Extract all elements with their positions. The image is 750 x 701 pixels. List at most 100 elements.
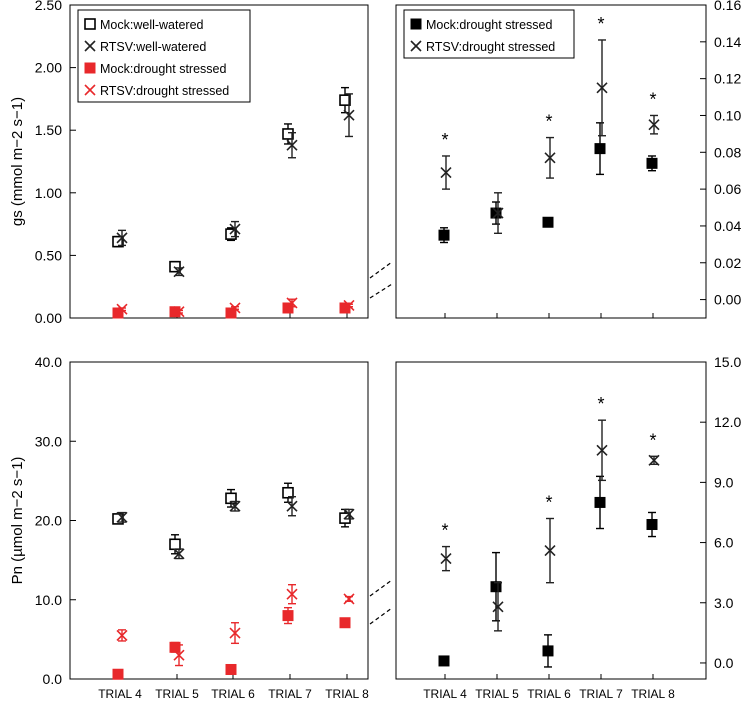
legend-label: Mock:drought stressed bbox=[426, 18, 552, 32]
marker-cross-stroke bbox=[286, 500, 298, 512]
marker-cross bbox=[343, 593, 355, 605]
marker-filled-square bbox=[438, 655, 450, 667]
legend-label: RTSV:drought stressed bbox=[426, 40, 555, 54]
marker-cross-stroke bbox=[544, 152, 556, 164]
marker-cross-stroke bbox=[343, 593, 355, 605]
legend-box bbox=[77, 9, 251, 103]
plot-frame bbox=[69, 4, 369, 319]
marker-cross-stroke bbox=[84, 40, 96, 52]
marker-cross bbox=[229, 627, 241, 639]
marker-cross bbox=[343, 508, 355, 520]
marker-filled-square bbox=[282, 610, 294, 622]
marker-cross bbox=[440, 166, 452, 179]
x-tick-label: TRIAL 7 bbox=[579, 687, 623, 701]
y-tick-label: 0.10 bbox=[714, 107, 741, 123]
marker-cross-stroke bbox=[173, 548, 185, 560]
y-tick-label: 20.0 bbox=[35, 513, 62, 529]
y-tick-label: 40.0 bbox=[35, 354, 62, 370]
significance-star: * bbox=[545, 112, 552, 132]
marker-cross-stroke bbox=[229, 627, 241, 639]
x-tick-label: TRIAL 8 bbox=[631, 687, 675, 701]
marker-cross-stroke bbox=[410, 40, 422, 52]
marker-open-square bbox=[339, 94, 351, 106]
marker-filled-square bbox=[339, 302, 351, 314]
series-mock-drought-stressed bbox=[438, 122, 658, 244]
marker-cross bbox=[596, 444, 608, 456]
y-tick-label: 2.00 bbox=[35, 60, 62, 76]
plot-frame bbox=[395, 4, 707, 319]
legend: Mock:well-watered RTSV:well-watered Mock:d… bbox=[77, 9, 251, 103]
series-mock-drought-stressed bbox=[438, 475, 658, 668]
y-tick-label: 12.0 bbox=[714, 414, 741, 430]
marker-filled-square bbox=[438, 229, 450, 241]
marker-cross bbox=[173, 306, 185, 318]
marker-cross-stroke bbox=[596, 444, 608, 456]
marker-cross bbox=[116, 303, 128, 315]
marker-cross bbox=[173, 266, 185, 278]
series-rtsv-drought-stressed bbox=[116, 583, 355, 667]
y-tick-label: 1.00 bbox=[35, 185, 62, 201]
x-tick-label: TRIAL 5 bbox=[475, 687, 519, 701]
legend-label: Mock:well-watered bbox=[100, 18, 204, 32]
y-tick-label: 2.50 bbox=[35, 0, 62, 13]
panel-gs-drought: 0.00 0.02 0.04 0.06 0.08 0.10 0.12 0.14 0.16 * * * *… bbox=[395, 0, 741, 319]
x-tick-label: TRIAL 8 bbox=[325, 687, 369, 701]
series-rtsv-well-watered bbox=[116, 496, 355, 560]
marker-cross bbox=[343, 299, 355, 312]
y-tick-label: 3.0 bbox=[714, 595, 734, 611]
y-tick-label: 0.06 bbox=[714, 181, 741, 197]
y-tick-label: 0.16 bbox=[714, 0, 741, 13]
marker-cross-stroke bbox=[596, 82, 608, 94]
marker-cross-stroke bbox=[648, 454, 660, 466]
marker-cross-stroke bbox=[116, 232, 128, 244]
marker-cross bbox=[596, 82, 608, 94]
y-tick-label: 0.00 bbox=[714, 292, 741, 308]
y-tick-label: 0.12 bbox=[714, 71, 741, 87]
marker-cross-stroke bbox=[84, 84, 96, 96]
y-tick-label: 0.04 bbox=[714, 218, 741, 234]
marker-cross bbox=[286, 500, 298, 512]
panel-pn-all: 0.0 10.0 20.0 30.0 40.0 TRIAL 4 TRIAL 5 TRIAL 6… bbox=[9, 354, 369, 701]
marker-cross bbox=[229, 302, 241, 314]
series-rtsv-drought-stressed bbox=[116, 297, 355, 318]
x-tick-label: TRIAL 6 bbox=[211, 687, 255, 701]
series-rtsv-well-watered bbox=[116, 93, 355, 278]
marker-cross-stroke bbox=[544, 545, 556, 557]
marker-cross bbox=[440, 553, 452, 565]
marker-cross bbox=[286, 297, 298, 309]
marker-filled-square bbox=[410, 18, 422, 30]
marker-cross bbox=[84, 40, 96, 52]
marker-cross-stroke bbox=[286, 139, 298, 151]
marker-cross-stroke bbox=[492, 601, 504, 613]
y-tick-label: 30.0 bbox=[35, 433, 62, 449]
marker-cross bbox=[84, 84, 96, 96]
marker-cross bbox=[648, 454, 660, 466]
y-axis-label: gs (mmol m−2 s−1) bbox=[9, 97, 26, 226]
x-tick-label: TRIAL 5 bbox=[155, 687, 199, 701]
axis-break-connector bbox=[369, 283, 393, 299]
marker-cross bbox=[286, 588, 298, 600]
y-tick-label: 0.00 bbox=[35, 310, 62, 326]
y-tick-label: 0.08 bbox=[714, 144, 741, 160]
marker-cross-stroke bbox=[116, 511, 128, 523]
marker-cross-stroke bbox=[229, 302, 241, 314]
marker-filled-square bbox=[112, 668, 124, 680]
x-tick-label: TRIAL 6 bbox=[527, 687, 571, 701]
marker-cross-stroke bbox=[492, 207, 504, 219]
axis-break-connector bbox=[369, 261, 393, 279]
marker-cross-stroke bbox=[229, 223, 241, 235]
marker-cross-stroke bbox=[173, 306, 185, 318]
marker-cross bbox=[173, 548, 185, 560]
series-mock-drought-stressed bbox=[112, 606, 351, 680]
marker-filled-square bbox=[594, 143, 606, 155]
legend-label: RTSV:well-watered bbox=[100, 40, 206, 54]
series-mock-well-watered bbox=[112, 482, 351, 555]
marker-cross-stroke bbox=[343, 508, 355, 520]
marker-filled-square bbox=[84, 62, 96, 74]
marker-cross-stroke bbox=[286, 588, 298, 600]
marker-cross bbox=[116, 629, 128, 641]
marker-cross bbox=[173, 649, 185, 661]
marker-cross-stroke bbox=[116, 629, 128, 641]
panel-gs-all: 0.00 0.50 1.00 1.50 2.00 2.50 gs (mmol m−2 s−1… bbox=[9, 0, 369, 326]
